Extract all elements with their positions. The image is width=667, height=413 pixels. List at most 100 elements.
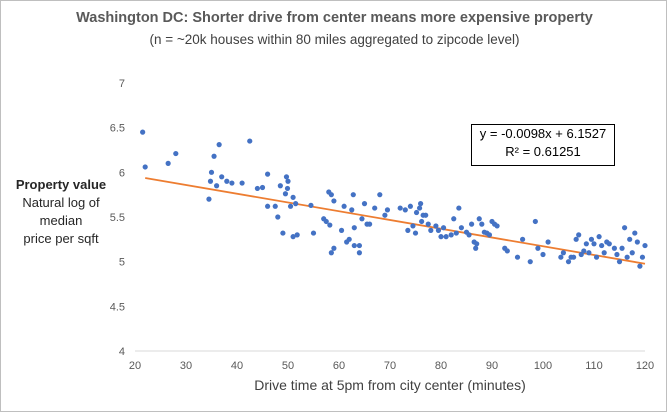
data-point [476,216,482,222]
data-point [412,230,419,236]
data-point [637,263,643,269]
data-point [216,142,222,148]
data-point [614,251,620,258]
data-point [367,221,373,227]
y-tick-label: 6 [119,167,125,179]
data-point [545,239,551,245]
data-point [443,234,449,240]
x-tick-label: 90 [486,360,498,372]
data-point [328,192,334,198]
data-point [413,209,420,216]
data-point [208,169,215,175]
data-point [211,153,217,159]
y-axis-label-title: Property value [15,177,107,192]
data-point [425,221,431,227]
data-point [140,129,146,135]
data-point [327,222,333,228]
data-point [382,212,388,218]
data-point [453,230,459,236]
data-point [351,242,357,249]
data-point [308,202,314,208]
data-point [588,236,595,242]
data-point [456,205,462,211]
data-point [372,205,378,211]
data-point [397,205,403,211]
data-point [350,192,356,198]
data-point [520,236,526,242]
y-tick-label: 4.5 [110,301,125,313]
data-point [214,183,220,189]
data-point [407,203,413,209]
data-point [377,192,383,198]
data-point [142,164,148,170]
y-tick-label: 5 [119,257,125,269]
data-point [458,225,464,231]
data-point [624,254,630,260]
data-point [290,194,296,200]
data-point [283,174,290,180]
data-point [586,250,592,256]
data-point [165,160,171,166]
data-point [275,214,281,220]
y-axis-label-line-1: Natural log of [22,195,100,210]
data-point [639,254,646,260]
data-point [634,239,640,245]
x-tick-label: 30 [180,360,192,372]
data-point [285,178,291,184]
data-point [599,242,605,249]
data-point [532,218,538,225]
data-point [328,250,334,256]
data-point [346,236,352,242]
trendline-equation-box: y = -0.0098x + 6.1527 R² = 0.61251 [471,124,615,166]
data-point [616,259,623,265]
data-point [440,225,447,231]
data-point [466,232,472,238]
data-point [402,207,408,213]
data-point [173,150,179,157]
data-point [259,184,266,191]
data-point [224,178,230,184]
data-point [423,212,429,218]
data-point [416,205,423,211]
data-point [494,223,500,229]
data-point [601,250,607,256]
data-point [565,259,572,265]
data-point [435,227,442,233]
data-point [254,185,260,192]
data-point [486,232,493,238]
data-point [206,196,212,202]
x-tick-label: 50 [282,360,294,372]
data-point [410,223,416,229]
data-point [451,216,457,222]
data-point [247,138,253,144]
data-point [514,254,521,260]
data-point [581,248,587,254]
data-point [474,241,480,247]
trendline-r-squared: R² = 0.61251 [505,144,581,159]
data-point [310,230,317,236]
data-point [341,203,347,209]
y-tick-label: 6.5 [110,123,125,135]
data-point [504,248,510,254]
data-point [583,241,589,247]
data-point [560,250,567,256]
data-point [323,218,329,225]
data-point [433,223,439,229]
data-point [606,241,612,247]
data-point [272,203,278,209]
data-point [576,232,582,238]
data-point [642,242,648,249]
data-point [359,216,365,222]
data-point [448,232,454,238]
data-point [591,241,597,247]
data-point [294,232,300,238]
data-point [593,254,600,260]
data-point [290,234,296,240]
data-point [331,245,337,251]
x-axis-label: Drive time at 5pm from city center (minu… [254,377,526,393]
data-point [356,242,362,249]
y-tick-label: 7 [119,78,125,90]
x-tick-label: 40 [231,360,243,372]
